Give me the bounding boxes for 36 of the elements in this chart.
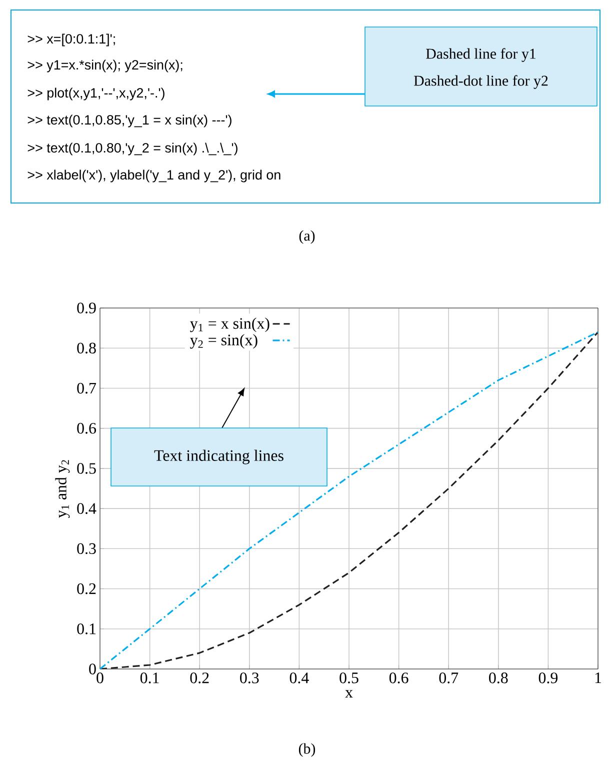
y-tick-label: 0.8 [77, 342, 96, 354]
x-tick-label: 0.6 [389, 672, 408, 684]
y-tick-label: 0.6 [77, 422, 96, 434]
legend-label: y$_{2}$ = sin(x) [190, 334, 258, 349]
x-tick-label: 0.4 [290, 672, 309, 684]
y-tick-label: 0.7 [77, 382, 96, 394]
text: >> plot(x,y1,'--',x,y2,'-.') [28, 88, 164, 100]
x-tick-label: 0.1 [140, 672, 159, 684]
text: >> text(0.1,0.85,'y_1 = x sin(x) ---') [28, 114, 232, 128]
x-tick-label: 0.8 [489, 672, 508, 684]
y-axis-title: y$_{1}$ and y$_{2}$ [55, 460, 70, 518]
x-tick-label: 0 [96, 672, 104, 684]
x-tick-label: 0.5 [340, 672, 358, 684]
annotation: Text indicating lines [154, 450, 284, 464]
y-tick-label: 0.4 [77, 503, 96, 514]
text: (b) [298, 743, 316, 757]
y-tick-label: 0 [89, 664, 96, 674]
text: >> x=[0:0.1:1]'; [28, 34, 115, 46]
y-tick-label: 0.2 [77, 583, 96, 594]
x-tick-label: 0.9 [538, 672, 558, 684]
y-tick-label: 0.5 [77, 463, 96, 474]
y-tick-label: 0.1 [77, 623, 96, 634]
text: >> text(0.1,0.80,'y_2 = sin(x) .\_.\_') [28, 142, 238, 156]
text: >> y1=x.*sin(x); y2=sin(x); [28, 60, 182, 72]
x-tick-label: 0.3 [240, 672, 259, 684]
x-tick-label: 1 [595, 672, 602, 684]
x-axis-title: x [345, 690, 353, 698]
x-tick-label: 0.2 [190, 672, 209, 684]
text: >> xlabel('x'), ylabel('y_1 and y_2'), grid on [28, 170, 280, 182]
text: Dashed line for y1 [426, 48, 536, 62]
y-tick-label: 0.9 [77, 302, 96, 314]
y-tick-label: 0.3 [77, 543, 96, 554]
text: Dashed-dot line for y2 [414, 75, 548, 89]
legend-label: y$_{1}$ = x sin(x) [190, 318, 270, 332]
x-tick-label: 0.7 [439, 672, 458, 684]
text: (a) [299, 230, 315, 244]
